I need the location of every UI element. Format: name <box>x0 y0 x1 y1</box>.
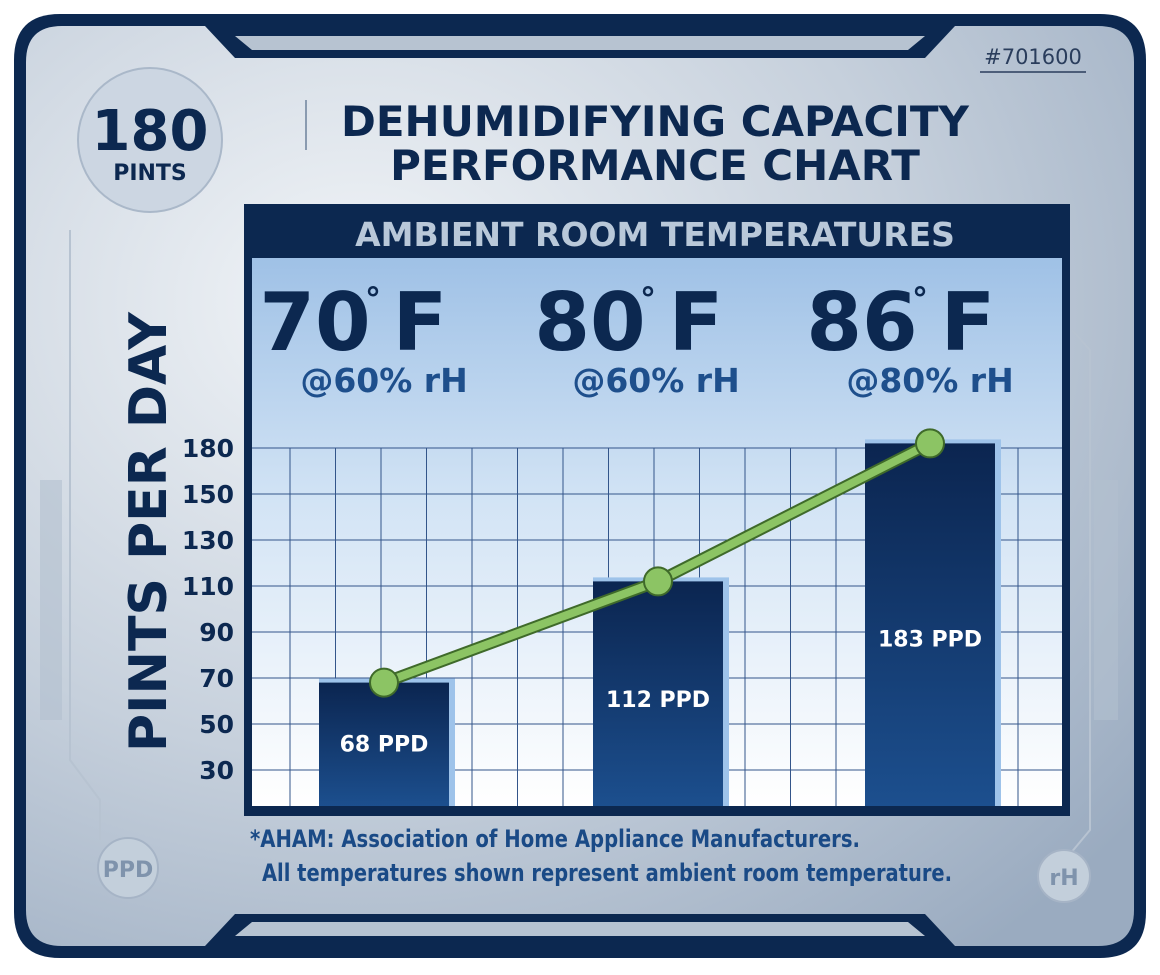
y-tick-label: 70 <box>199 664 234 693</box>
condition-1-temp: 70 <box>259 276 370 369</box>
bar-value-label: 112 PPD <box>606 688 710 713</box>
condition-2: 80 ° F @60% rH <box>534 276 739 400</box>
condition-2-unit: F <box>669 276 724 369</box>
capacity-badge <box>77 67 223 213</box>
sku-label: #701600 <box>984 45 1082 69</box>
bar <box>319 682 449 806</box>
bar <box>865 443 995 806</box>
y-tick-label: 180 <box>182 434 234 463</box>
condition-1-rh: @60% rH <box>300 361 467 400</box>
trend-point <box>915 428 945 459</box>
y-tick-label: 50 <box>199 710 234 739</box>
y-tick-label: 90 <box>199 618 234 647</box>
trend-point <box>369 667 399 698</box>
rh-badge-label: rH <box>1049 866 1078 891</box>
condition-1-degree: ° <box>365 280 381 318</box>
condition-3-unit: F <box>941 276 996 369</box>
footnote-line2: All temperatures shown represent ambient… <box>262 859 952 887</box>
capacity-badge-number: 180 <box>92 99 209 164</box>
y-tick-label: 150 <box>182 480 234 509</box>
condition-1-unit: F <box>393 276 448 369</box>
deco-line-left <box>69 230 101 840</box>
condition-3-rh: @80% rH <box>846 361 1013 400</box>
bar <box>593 581 723 806</box>
y-axis-title: PINTS PER DAY <box>119 311 179 752</box>
panel-header: AMBIENT ROOM TEMPERATURES <box>355 215 955 254</box>
ppd-badge-label: PPD <box>103 858 154 883</box>
capacity-badge-unit: PINTS <box>113 161 187 186</box>
y-tick-label: 110 <box>182 572 234 601</box>
condition-2-degree: ° <box>640 280 656 318</box>
deco-vent-left <box>40 480 62 720</box>
condition-1: 70 ° F @60% rH <box>259 276 467 400</box>
top-tab-inner <box>235 36 925 50</box>
y-tick-label: 130 <box>182 526 234 555</box>
condition-3-temp: 86 <box>806 276 917 369</box>
y-axis-ticks: 30 50 70 90 110 130 150 180 <box>182 434 234 785</box>
bar-series: 68 PPD 112 PPD 183 PPD <box>319 439 1001 806</box>
chart-title-line2: PERFORMANCE CHART <box>390 141 920 190</box>
condition-3-degree: ° <box>912 280 928 318</box>
bottom-tab-inner <box>235 922 925 936</box>
deco-line-right <box>1064 329 1091 861</box>
condition-3: 86 ° F @80% rH <box>806 276 1013 400</box>
condition-2-rh: @60% rH <box>572 361 739 400</box>
footnote-line1: *AHAM: Association of Home Appliance Man… <box>250 825 860 853</box>
condition-2-temp: 80 <box>534 276 645 369</box>
bar-value-label: 183 PPD <box>878 627 982 652</box>
y-tick-label: 30 <box>199 756 234 785</box>
trend-point <box>643 566 673 597</box>
deco-vent-right <box>1094 480 1118 720</box>
ppd-badge <box>97 837 159 899</box>
line-series <box>369 428 945 698</box>
chart-title-line1: DEHUMIDIFYING CAPACITY <box>341 97 970 146</box>
rh-badge <box>1037 849 1091 903</box>
bar-value-label: 68 PPD <box>340 733 429 758</box>
